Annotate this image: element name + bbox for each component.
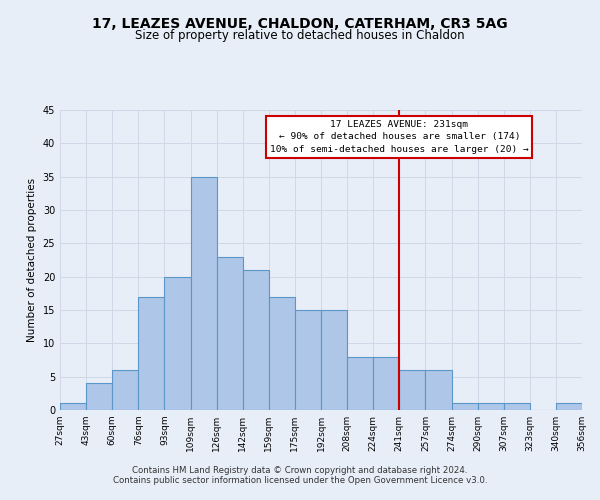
Bar (478, 404, 504, 410)
Text: 17 LEAZES AVENUE: 231sqm
← 90% of detached houses are smaller (174)
10% of semi-: 17 LEAZES AVENUE: 231sqm ← 90% of detach… (270, 120, 529, 154)
Bar (242, 270, 269, 410)
Bar (295, 310, 321, 410)
Bar (60, 404, 86, 410)
Bar (373, 356, 400, 410)
Bar (504, 404, 530, 410)
Text: Contains HM Land Registry data © Crown copyright and database right 2024.
Contai: Contains HM Land Registry data © Crown c… (113, 466, 487, 485)
Bar (347, 356, 373, 410)
Text: 17, LEAZES AVENUE, CHALDON, CATERHAM, CR3 5AG: 17, LEAZES AVENUE, CHALDON, CATERHAM, CR… (92, 18, 508, 32)
Bar (269, 296, 295, 410)
Y-axis label: Number of detached properties: Number of detached properties (27, 178, 37, 342)
Bar (164, 276, 191, 410)
Bar (400, 370, 425, 410)
Bar (112, 370, 139, 410)
Bar (139, 296, 164, 410)
Bar (556, 404, 582, 410)
Bar (452, 404, 478, 410)
Bar (191, 176, 217, 410)
Bar (425, 370, 452, 410)
Text: Size of property relative to detached houses in Chaldon: Size of property relative to detached ho… (135, 29, 465, 42)
Bar (86, 384, 112, 410)
Bar (217, 256, 243, 410)
Bar (321, 310, 347, 410)
